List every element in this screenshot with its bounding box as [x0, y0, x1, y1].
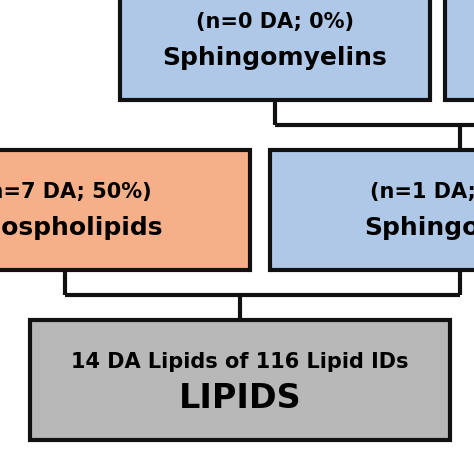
- FancyBboxPatch shape: [120, 0, 430, 100]
- FancyBboxPatch shape: [30, 320, 450, 440]
- Text: (n=0 DA; 0%): (n=0 DA; 0%): [196, 12, 354, 32]
- Text: 14 DA Lipids of 116 Lipid IDs: 14 DA Lipids of 116 Lipid IDs: [71, 352, 409, 372]
- Text: Sphingomyelins: Sphingomyelins: [163, 46, 387, 70]
- Text: Phospholipids: Phospholipids: [0, 216, 164, 240]
- FancyBboxPatch shape: [0, 150, 250, 270]
- FancyBboxPatch shape: [270, 150, 474, 270]
- Text: (n=1 DA; 7.1%): (n=1 DA; 7.1%): [370, 182, 474, 202]
- Text: (n=7 DA; 50%): (n=7 DA; 50%): [0, 182, 151, 202]
- FancyBboxPatch shape: [445, 0, 474, 100]
- Text: Sphingolipids: Sphingolipids: [364, 216, 474, 240]
- Text: LIPIDS: LIPIDS: [179, 382, 301, 414]
